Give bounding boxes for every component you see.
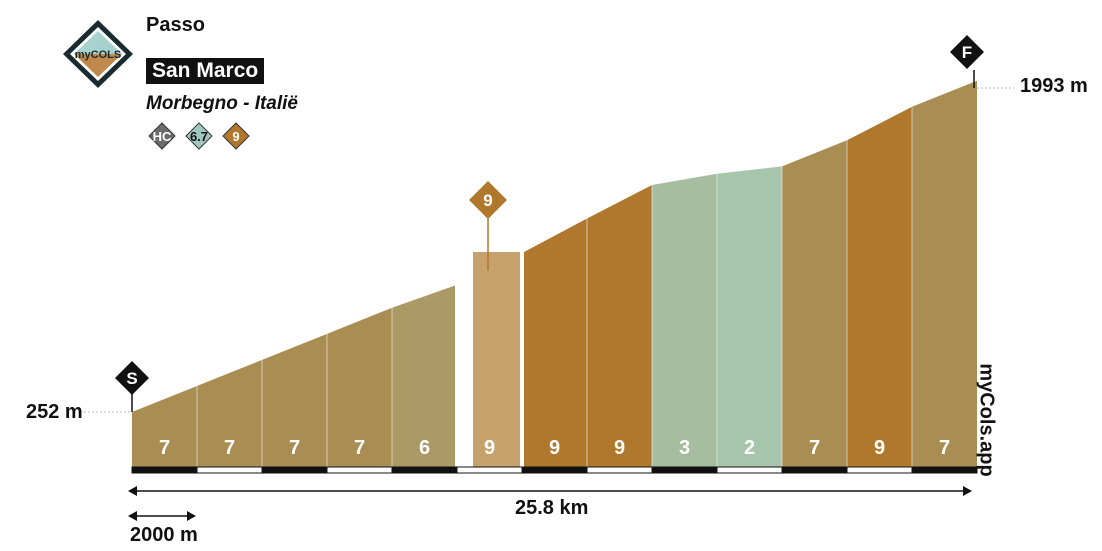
logo-ground xyxy=(74,54,122,77)
segment-scale-arrow-left-head xyxy=(128,511,137,521)
distance-scale-bar xyxy=(326,466,393,474)
climb-location: Morbegno - Italië xyxy=(146,93,298,114)
segment-gradient-label: 7 xyxy=(939,437,950,459)
segment-gradient-label: 9 xyxy=(484,437,495,459)
profile-segment xyxy=(912,80,977,468)
profile-segment xyxy=(392,285,455,467)
profile-segment xyxy=(132,385,197,467)
logo-sky xyxy=(74,31,122,54)
distance-scale-bar xyxy=(781,466,848,474)
segment-scale-label: 2000 m xyxy=(130,524,198,546)
profile-segment xyxy=(262,333,327,467)
brand-watermark: myCols.app xyxy=(975,363,998,477)
segment-scale-arrow-right-head xyxy=(187,511,196,521)
badge-label: 9 xyxy=(232,129,239,144)
segment-gradient-label: 7 xyxy=(159,437,170,459)
distance-scale-bar xyxy=(586,466,653,474)
distance-scale-bar xyxy=(261,466,328,474)
segment-gradient-label: 7 xyxy=(289,437,300,459)
max-gradient-marker-shape xyxy=(469,181,507,219)
distance-scale-bar xyxy=(846,466,913,474)
finish-marker: F xyxy=(950,35,984,69)
distance-scale-bar xyxy=(196,466,263,474)
segment-gradient-label: 2 xyxy=(744,437,755,459)
max-gradient-badge-icon: 9 xyxy=(222,122,250,150)
segment-gradient-label: 7 xyxy=(809,437,820,459)
badge-shape xyxy=(148,122,176,150)
distance-scale-bar xyxy=(651,466,718,474)
mycols-logo-icon: myCOLS xyxy=(63,20,133,88)
profile-segment xyxy=(327,307,392,467)
climb-category: Passo xyxy=(146,14,205,36)
finish-marker-shape xyxy=(950,35,984,69)
total-distance-label: 25.8 km xyxy=(515,497,589,519)
distance-scale-bar xyxy=(716,466,783,474)
distance-scale-bar xyxy=(456,466,523,474)
profile-segment xyxy=(524,218,587,467)
start-marker-shape xyxy=(115,361,149,395)
profile-segment xyxy=(197,359,262,467)
segment-gradient-label: 7 xyxy=(354,437,365,459)
profile-segment xyxy=(717,166,782,467)
total-distance-arrow-right-head xyxy=(963,486,972,496)
badge-shape xyxy=(185,122,213,150)
start-elevation-label: 252 m xyxy=(26,401,83,423)
distance-scale-bar xyxy=(911,466,978,474)
segment-gradient-label: 7 xyxy=(224,437,235,459)
max-gradient-marker: 9 xyxy=(469,181,507,219)
hc-category-badge-icon: HC xyxy=(148,122,176,150)
distance-scale-bar xyxy=(391,466,458,474)
segment-gradient-label: 9 xyxy=(614,437,625,459)
max-gradient-marker-label: 9 xyxy=(483,191,492,210)
start-marker-label: S xyxy=(126,369,137,388)
badge-label: HC xyxy=(153,129,172,144)
badge-label: 6.7 xyxy=(190,129,208,144)
distance-scale-bar xyxy=(131,466,198,474)
profile-segment xyxy=(847,106,912,468)
segment-gradient-label: 6 xyxy=(419,437,430,459)
average-gradient-badge-icon: 6.7 xyxy=(185,122,213,150)
profile-segment xyxy=(473,251,520,467)
distance-scale-bar xyxy=(521,466,588,474)
end-elevation-label: 1993 m xyxy=(1020,75,1088,97)
profile-segment xyxy=(652,173,717,468)
segment-gradient-label: 9 xyxy=(549,437,560,459)
segment-gradient-label: 9 xyxy=(874,437,885,459)
climb-name: San Marco xyxy=(146,58,265,84)
finish-marker-label: F xyxy=(962,43,972,62)
profile-segment xyxy=(782,140,847,468)
total-distance-arrow-left-head xyxy=(128,486,137,496)
badge-shape xyxy=(222,122,250,150)
logo-text: myCOLS xyxy=(75,49,121,61)
start-marker: S xyxy=(115,361,149,395)
profile-segment xyxy=(587,184,652,467)
segment-gradient-label: 3 xyxy=(679,437,690,459)
